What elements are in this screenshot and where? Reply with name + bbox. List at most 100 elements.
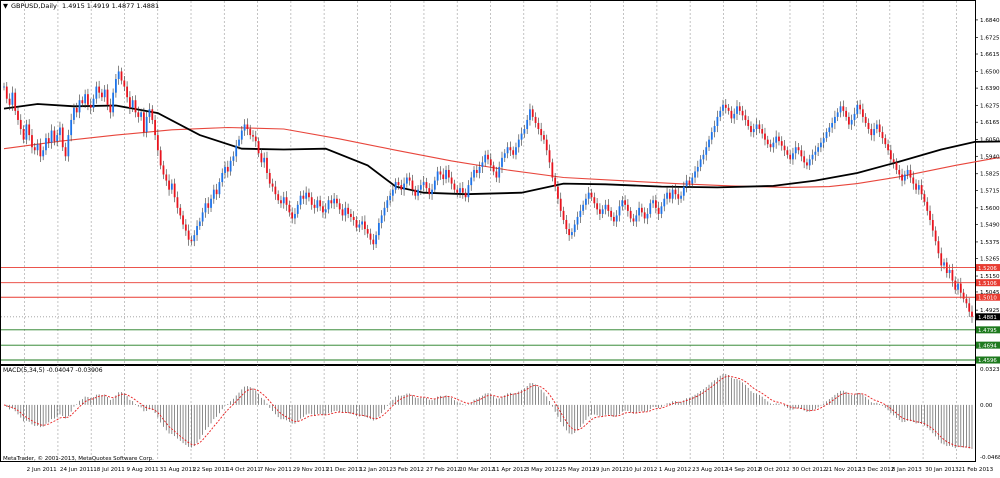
candle-bear (861, 109, 864, 117)
candle-bear (668, 192, 671, 199)
candle-bear (887, 144, 889, 151)
candle-bull (145, 116, 148, 133)
candle-bull (520, 133, 523, 140)
candle-bear (590, 192, 593, 198)
candle-bull (170, 183, 173, 190)
time-axis-label: 12 Jan 2012 (359, 467, 393, 473)
candle-bull (140, 112, 142, 117)
candle-bull (948, 269, 951, 274)
candle-bull (391, 189, 394, 196)
candle-bull (875, 124, 878, 130)
candle-bull (621, 200, 624, 207)
candle-bear (789, 154, 792, 160)
candle-bear (64, 147, 67, 157)
candle-bull (646, 213, 649, 219)
candle-bear (285, 197, 288, 205)
candle-bear (741, 110, 744, 116)
candle-bull (294, 213, 296, 219)
candle-bear (257, 141, 260, 154)
candle-bear (783, 145, 786, 151)
candle-bear (260, 153, 263, 163)
candle-bear (313, 204, 316, 208)
candle-bear (543, 135, 545, 140)
candle-bull (282, 197, 285, 204)
candle-bear (727, 107, 730, 111)
candle-bear (881, 132, 884, 139)
candle-bull (957, 283, 959, 290)
candle-bear (540, 129, 543, 136)
candle-bear (14, 92, 17, 111)
candle-bear (545, 139, 548, 151)
candle-bull (820, 142, 822, 148)
candle-bear (98, 86, 101, 93)
candle-bear (780, 141, 783, 146)
candle-bear (456, 189, 459, 193)
candle-bull (56, 135, 59, 142)
candle-bear (408, 177, 411, 181)
candle-bear (562, 210, 565, 220)
time-axis-label: 3 May 2012 (526, 467, 559, 473)
candle-bear (120, 71, 123, 81)
candle-bull (917, 185, 920, 190)
candle-bear (176, 197, 179, 208)
candle-bear (632, 218, 635, 222)
candle-bear (28, 124, 31, 136)
candle-bear (968, 303, 971, 312)
level-label: 1.5206 (978, 266, 997, 272)
candle-bull (67, 135, 70, 157)
candle-bull (50, 130, 53, 143)
candle-bear (654, 200, 657, 208)
candle-bear (266, 157, 268, 173)
symbol-arrow-icon[interactable]: ▼ (3, 2, 8, 10)
candle-bear (268, 172, 271, 184)
candle-bear (187, 230, 190, 240)
candle-bear (870, 129, 873, 136)
time-axis-label: 1 Aug 2012 (659, 467, 691, 473)
candle-bear (330, 200, 333, 204)
candle-bull (436, 171, 439, 181)
candle-bear (179, 207, 182, 216)
price-axis-label: 1.4925 (980, 308, 1000, 314)
candle-bear (137, 112, 140, 117)
candle-bear (800, 150, 803, 157)
candle-bear (487, 154, 489, 160)
candle-bear (551, 162, 554, 178)
candle-bull (663, 198, 666, 207)
level-label: 1.4795 (978, 328, 997, 334)
candle-bear (764, 133, 766, 140)
candle-bear (184, 224, 187, 231)
price-axis-label: 1.6615 (980, 52, 1000, 58)
axes: 2 Jun 2011 24 Jun 2011 18 Jul 2011 9 Aug 20… (27, 18, 1000, 473)
candle-bull (713, 126, 716, 133)
candle-bull (873, 129, 875, 136)
candle-bear (168, 180, 170, 190)
level-label: 1.4694 (978, 343, 997, 349)
candle-bear (106, 89, 109, 105)
candle-bear (19, 119, 22, 130)
candle-bear (803, 156, 806, 163)
candle-bear (89, 104, 92, 108)
time-axis-label: 19 Jun 2012 (592, 467, 626, 473)
candle-bull (344, 207, 347, 216)
candle-bull (36, 144, 39, 151)
price-levels: 1.5206 1.5106 1.5010 1.4881 1.4795 1.4694 1.45… (1, 264, 1000, 364)
candle-bear (182, 215, 184, 225)
candle-bull (822, 138, 825, 143)
ma-fast-line (3, 103, 1000, 196)
price-axis-label: 1.6840 (980, 18, 1000, 24)
candle-bear (400, 185, 403, 190)
candle-bear (965, 298, 968, 304)
ohlc-readout: 1.4915 1.4919 1.4877 1.4881 (62, 2, 159, 10)
candle-bear (173, 183, 176, 198)
candle-bear (47, 138, 50, 143)
candle-bear (75, 107, 78, 113)
candle-bear (761, 129, 764, 134)
price-axis-label: 1.6500 (980, 69, 1000, 75)
candle-bull (906, 169, 909, 175)
candle-bear (559, 198, 562, 211)
time-axis-label: 7 Nov 2011 (260, 467, 293, 473)
candle-bear (758, 124, 761, 130)
candle-bear (778, 136, 780, 142)
